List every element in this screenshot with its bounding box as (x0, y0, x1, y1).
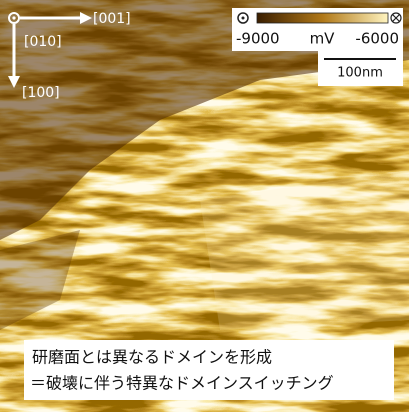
colorbar-max: -6000 (355, 30, 399, 48)
scale-bar-label: 100nm (337, 66, 383, 81)
figure: [001] [010] [100] -9000 mV -6000 100nm 研… (0, 0, 409, 412)
colorbar-unit: mV (310, 30, 336, 48)
colorbar: -9000 mV -6000 (232, 8, 403, 51)
caption-line: ＝破壊に伴う特異なドメインスイッチング (30, 374, 334, 393)
y-axis-label: [100] (22, 85, 60, 101)
caption-line: 研磨面とは異なるドメインを形成 (32, 348, 272, 367)
caption: 研磨面とは異なるドメインを形成 ＝破壊に伴う特異なドメインスイッチング (24, 340, 394, 400)
colorbar-min: -9000 (236, 30, 280, 48)
origin-label: [010] (24, 34, 62, 50)
scale-bar: 100nm (318, 51, 403, 86)
x-axis-label: [001] (93, 11, 131, 27)
